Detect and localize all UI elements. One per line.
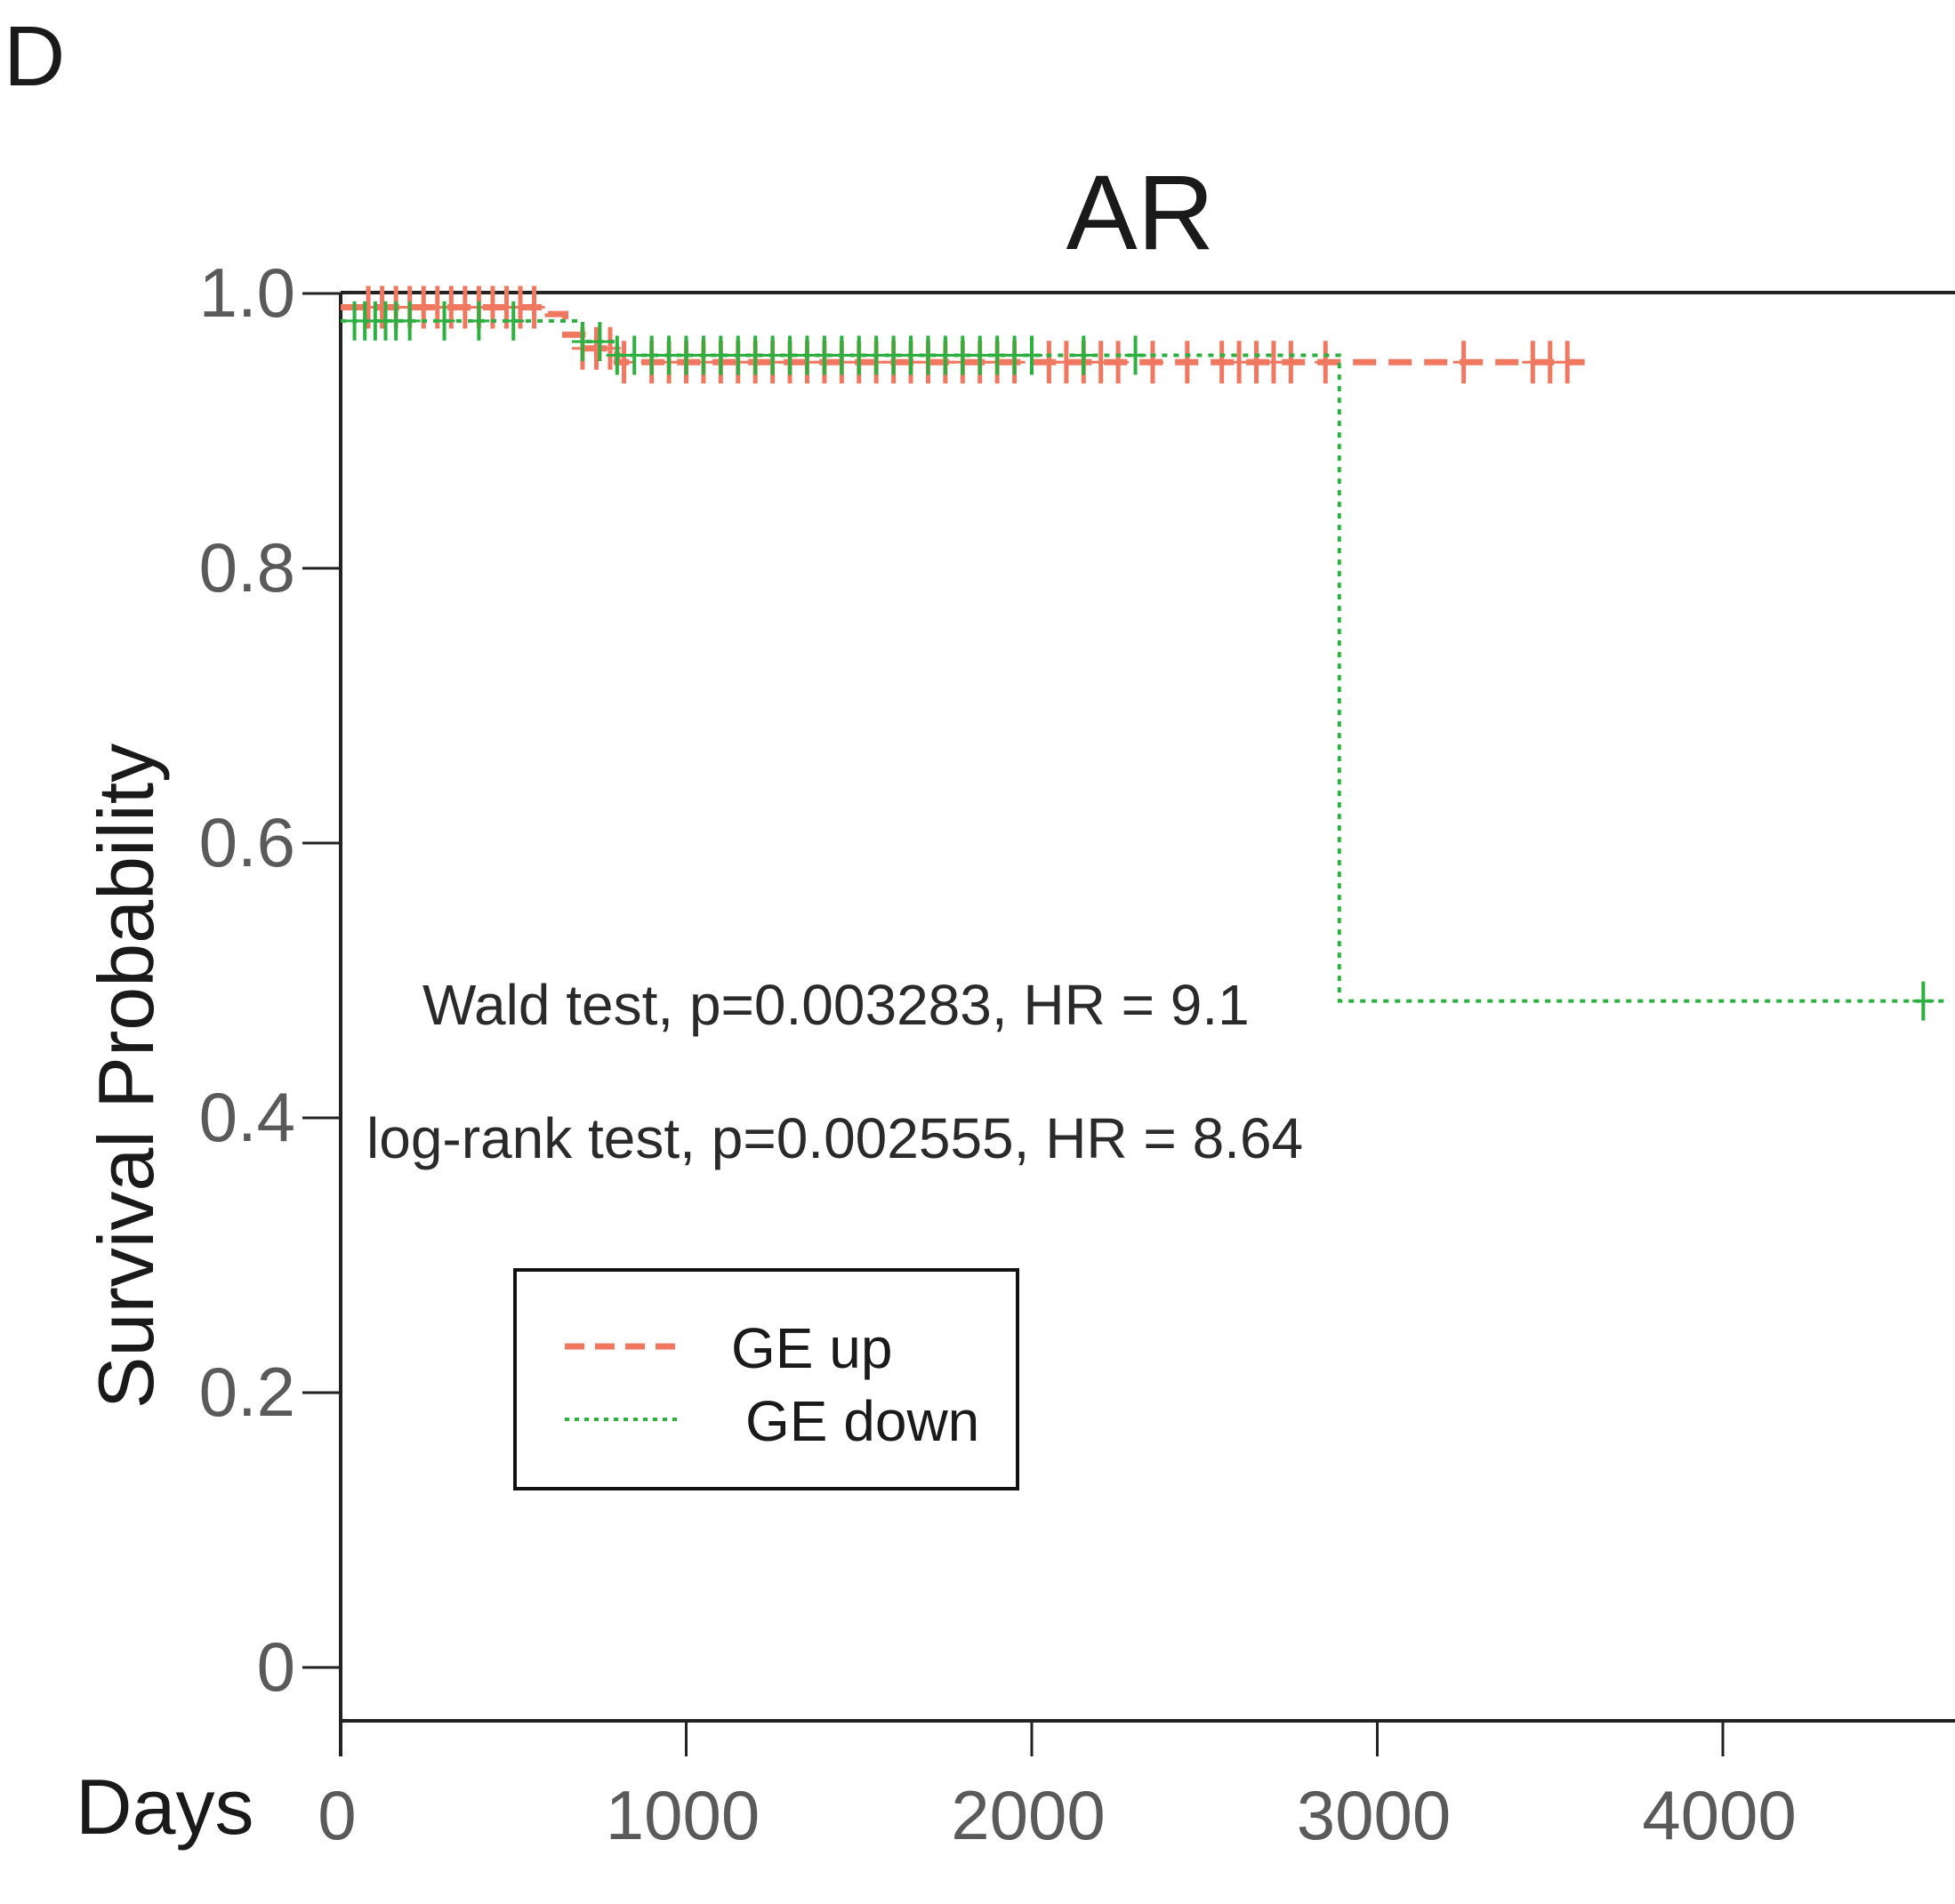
x-tick-label: 0 — [318, 1776, 356, 1854]
y-axis-ticks: 0 0.2 0.4 0.6 0.8 1.0 — [199, 253, 341, 1706]
y-tick-label: 0.2 — [199, 1353, 295, 1431]
y-tick-label: 1.0 — [199, 253, 295, 332]
y-tick-label: 0 — [257, 1627, 295, 1706]
x-tick-label: 1000 — [606, 1776, 760, 1854]
y-tick-label: 0.6 — [199, 803, 295, 881]
chart-title: AR — [1066, 153, 1215, 272]
series-line-ge-down — [341, 318, 1948, 1003]
legend-label-ge-down: GE down — [745, 1389, 979, 1453]
y-tick-label: 0.4 — [199, 1078, 295, 1156]
panel-letter: D — [4, 9, 65, 104]
legend-box — [513, 1268, 1019, 1490]
x-tick-label: 2000 — [951, 1776, 1106, 1854]
wald-test-annotation: Wald test, p=0.003283, HR = 9.1 — [422, 973, 1250, 1037]
x-tick-label: 3000 — [1297, 1776, 1452, 1854]
legend: GE up GE down — [513, 1268, 1019, 1490]
series-layer — [341, 285, 1948, 1021]
x-axis-ticks: 0 1000 2000 3000 4000 — [318, 1721, 1797, 1854]
x-tick-label: 4000 — [1642, 1776, 1797, 1854]
x-axis-label: Days — [76, 1763, 254, 1851]
legend-label-ge-up: GE up — [731, 1316, 892, 1380]
logrank-test-annotation: log-rank test, p=0.002555, HR = 8.64 — [366, 1106, 1303, 1170]
y-axis-label: Survival Probability — [82, 743, 170, 1409]
y-tick-label: 0.8 — [199, 528, 295, 607]
